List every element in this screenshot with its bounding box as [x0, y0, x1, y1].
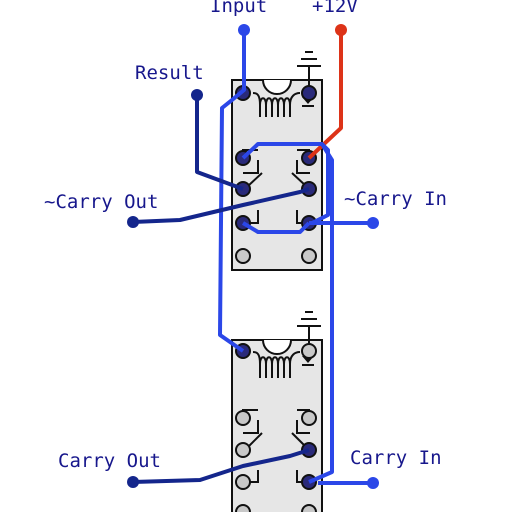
- wire-not-carry-out: [132, 187, 310, 224]
- relay-2-coil-icon: [252, 351, 301, 378]
- wire-relay1-loop-b: [241, 221, 311, 234]
- terminal-carry-in: [367, 477, 379, 489]
- terminal-not-carry-in: [367, 217, 379, 229]
- relay-2-pin-coil-b: [301, 343, 317, 359]
- relay-2-pin-unused-a: [235, 504, 251, 512]
- terminal-plus12v: [335, 24, 347, 36]
- wire-input: [218, 30, 246, 353]
- relay-1-pin-unused-b: [301, 248, 317, 264]
- relay-2-notch: [262, 339, 292, 355]
- label-carry-out: Carry Out: [58, 450, 161, 472]
- relay-2-pin-no-a: [235, 474, 251, 490]
- wire-carry-out: [132, 448, 310, 484]
- relay-1-pin-unused-a: [235, 248, 251, 264]
- relay-2-pin-unused-b: [301, 504, 317, 512]
- relay-1-ground-icon: [297, 51, 321, 86]
- relay-2-pin-nc-a: [235, 410, 251, 426]
- terminal-input: [238, 24, 250, 36]
- wire-plus12v: [307, 30, 343, 160]
- label-not-carry-out: ~Carry Out: [44, 191, 158, 213]
- label-plus12v: +12V: [312, 0, 358, 17]
- relay-2-pin-com-a: [235, 442, 251, 458]
- relay-1-pin-coil-b: [301, 85, 317, 101]
- relay-2-pin-nc-b: [301, 410, 317, 426]
- terminal-carry-out: [127, 476, 139, 488]
- label-carry-in: Carry In: [350, 447, 442, 469]
- wire-relay-link: [308, 142, 334, 484]
- relay-2: [231, 311, 323, 512]
- label-result: Result: [135, 62, 204, 84]
- wire-result: [195, 95, 244, 191]
- label-not-carry-in: ~Carry In: [344, 188, 447, 210]
- terminal-result: [191, 89, 203, 101]
- terminal-not-carry-out: [127, 216, 139, 228]
- relay-1-notch: [262, 79, 292, 95]
- label-input: Input: [210, 0, 267, 17]
- relay-1-coil-icon: [252, 92, 301, 117]
- relay-2-ground-icon: [297, 311, 321, 344]
